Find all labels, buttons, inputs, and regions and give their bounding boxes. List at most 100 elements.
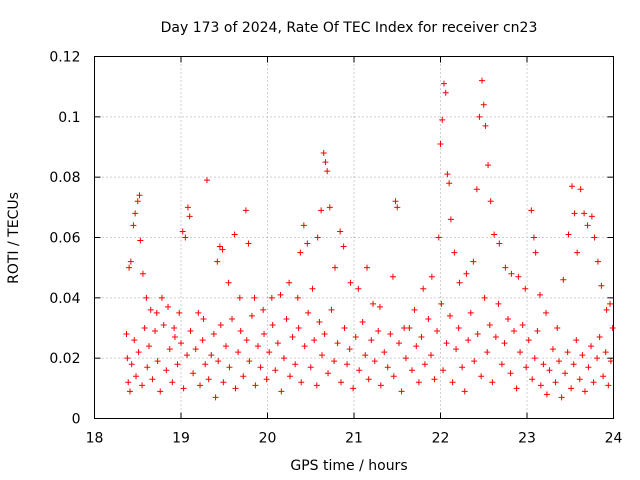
- data-point: [496, 240, 503, 247]
- data-point: [202, 361, 209, 368]
- data-point: [581, 210, 588, 217]
- data-point: [598, 282, 605, 289]
- data-point: [337, 228, 344, 235]
- data-point: [600, 373, 607, 380]
- data-point: [277, 291, 284, 298]
- data-point: [392, 198, 399, 205]
- data-point: [286, 279, 293, 286]
- data-point: [171, 334, 178, 341]
- data-point: [124, 355, 131, 362]
- chart-title: Day 173 of 2024, Rate Of TEC Index for r…: [161, 20, 538, 36]
- data-point: [154, 358, 161, 365]
- data-point: [141, 325, 148, 331]
- data-point: [266, 349, 273, 356]
- data-point: [484, 349, 491, 356]
- data-point: [471, 358, 478, 365]
- tick-labels: 18 19 20 21 22 23 24 0 0.02 0.04 0.06 0.08 0.1 0.12: [49, 50, 622, 447]
- data-point: [295, 325, 302, 331]
- y-tick-label: 0: [72, 412, 81, 428]
- data-point: [522, 285, 529, 292]
- data-point: [532, 249, 539, 256]
- data-point: [195, 309, 202, 316]
- data-point: [571, 210, 578, 217]
- data-point: [515, 273, 522, 280]
- data-point: [334, 340, 341, 347]
- data-point: [341, 325, 348, 331]
- data-point: [297, 249, 304, 256]
- data-point: [584, 222, 591, 229]
- data-point: [447, 312, 454, 319]
- data-point: [420, 285, 427, 292]
- data-point: [322, 159, 329, 166]
- data-point: [311, 337, 318, 344]
- data-point: [588, 343, 595, 350]
- data-point: [591, 234, 598, 241]
- data-point: [368, 337, 375, 344]
- data-point: [147, 306, 154, 313]
- data-point: [370, 300, 377, 307]
- data-point: [517, 349, 524, 356]
- y-axis-label: ROTI / TECUs: [6, 192, 22, 284]
- data-point: [480, 101, 487, 108]
- data-point: [375, 328, 382, 335]
- data-point: [577, 186, 584, 193]
- data-point: [427, 352, 434, 359]
- data-point: [304, 240, 311, 247]
- data-point: [289, 334, 296, 341]
- data-point: [344, 361, 351, 368]
- data-point: [139, 270, 146, 277]
- data-point: [523, 364, 530, 371]
- data-point: [377, 382, 384, 389]
- data-point: [217, 321, 224, 328]
- data-point: [236, 294, 243, 301]
- data-point: [431, 376, 438, 383]
- data-point: [513, 385, 520, 392]
- data-point: [294, 294, 301, 301]
- data-point: [261, 331, 268, 338]
- data-point: [272, 367, 279, 374]
- data-point: [135, 349, 142, 356]
- data-point: [309, 285, 316, 292]
- data-point: [215, 358, 222, 365]
- data-point: [137, 237, 144, 244]
- data-point: [594, 258, 601, 265]
- data-point: [126, 264, 133, 271]
- data-point: [579, 352, 586, 359]
- data-point: [461, 388, 468, 395]
- data-point: [248, 312, 255, 319]
- data-point: [451, 249, 458, 256]
- data-point: [184, 204, 191, 211]
- data-point: [313, 382, 320, 389]
- data-point: [406, 325, 413, 331]
- data-point: [220, 379, 227, 386]
- data-point: [607, 300, 614, 307]
- y-tick-label: 0.1: [58, 110, 80, 126]
- data-point: [415, 379, 422, 386]
- data-point: [428, 273, 435, 280]
- data-point: [543, 391, 550, 398]
- data-point: [570, 361, 577, 368]
- data-point: [331, 358, 338, 365]
- data-point: [481, 294, 488, 301]
- data-point: [318, 352, 325, 359]
- data-point: [508, 270, 515, 277]
- data-point: [596, 334, 603, 341]
- data-point: [609, 325, 616, 331]
- data-point: [328, 306, 335, 313]
- data-point: [184, 352, 191, 359]
- data-point: [365, 376, 372, 383]
- data-points: [123, 77, 616, 401]
- data-point: [421, 361, 428, 368]
- data-point: [352, 334, 359, 341]
- data-point: [473, 186, 480, 193]
- data-point: [395, 340, 402, 347]
- data-point: [449, 379, 456, 386]
- data-point: [376, 303, 383, 310]
- x-tick-label: 19: [172, 431, 190, 447]
- data-point: [301, 343, 308, 350]
- data-point: [507, 370, 514, 377]
- data-point: [158, 294, 165, 301]
- data-point: [531, 355, 538, 362]
- data-point: [543, 309, 550, 316]
